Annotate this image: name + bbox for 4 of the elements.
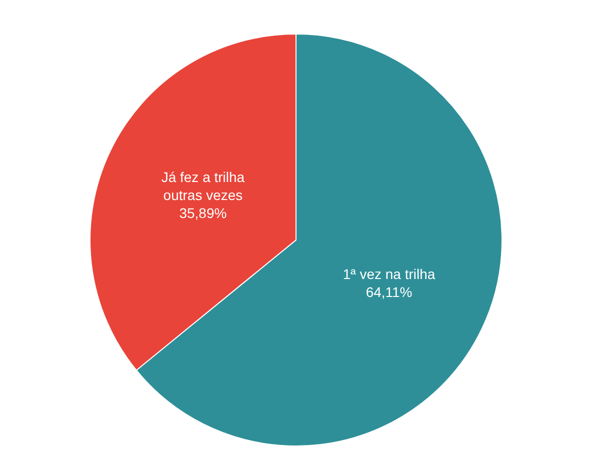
data-label: 64,11% [366, 284, 412, 300]
slice-label: 1ª vez na trilha [342, 266, 436, 282]
data-label: 35,89% [179, 204, 227, 221]
slice-label: Já fez a trilha outras vezes [161, 168, 245, 203]
